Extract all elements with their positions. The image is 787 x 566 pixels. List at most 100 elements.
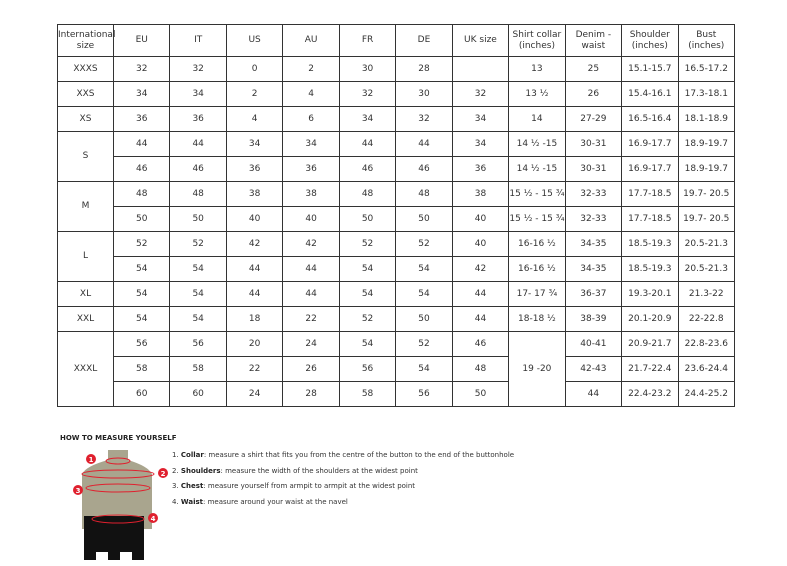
table-cell: 52 [169,231,227,257]
table-cell: 54 [395,356,453,382]
table-cell: 54 [112,281,171,307]
table-cell: 24 [282,331,340,357]
column-header: UK size [451,24,510,57]
table-row: 60 60 24 28 58 56 50 44 22.4-23.2 24.4-25.2 [58,381,736,407]
table-cell: 18.9-19.7 [677,156,736,182]
column-header: US [225,24,284,57]
table-cell: 20.5-21.3 [677,231,736,257]
table-cell: 18.9-19.7 [677,131,736,157]
table-cell: 15.4-16.1 [621,81,679,107]
international-size-cell: XL [57,281,114,307]
international-size-cell: XXXL [57,331,114,407]
svg-text:1: 1 [89,456,94,464]
column-header: AU [282,24,340,57]
table-cell: 18-18 ½ [508,306,566,332]
table-row: 46 46 36 36 46 46 36 14 ½ -15 30-31 16.9-17.7 18.9… [58,156,736,182]
table-row: M 48 48 38 38 48 48 38 15 ½ - 15 ¾ 32-33 17.7-18.5… [57,181,736,232]
table-cell: 30 [395,81,453,107]
column-header: EU [112,24,171,57]
marker-2: 2 [158,468,168,478]
step-collar: 1. Collar: measure a shirt that fits you… [172,451,515,459]
table-cell: 42 [225,231,284,257]
table-cell: 30-31 [564,131,623,157]
table-cell: 46 [169,156,227,182]
marker-4: 4 [148,513,158,523]
table-cell: 42-43 [564,356,623,382]
table-cell: 44 [112,131,171,157]
table-cell: 34 [282,131,340,157]
table-cell: 54 [338,256,397,282]
table-cell [451,56,510,82]
table-cell: 13 ½ [508,81,566,107]
table-cell: 42 [282,231,340,257]
table-row: 54 54 44 44 54 54 42 16-16 ½ 34-35 18.5-19.3 20.5-… [58,256,736,282]
column-header: Denim - waist [564,24,623,57]
table-cell: 40 [282,206,340,232]
table-cell: 16-16 ½ [508,256,566,282]
table-cell: 48 [169,181,227,207]
table-cell: 44 [564,381,623,407]
step-shoulders: 2. Shoulders: measure the width of the s… [172,466,418,475]
table-cell: 46 [395,156,453,182]
table-cell: 50 [451,381,510,407]
table-cell: 50 [395,206,453,232]
table-cell: 16-16 ½ [508,231,566,257]
table-cell: 19.3-20.1 [621,281,679,307]
column-header: International size [57,24,115,57]
table-cell: 52 [338,306,397,332]
torso-illustration: 1 2 3 4 [73,450,168,564]
international-size-cell: M [57,181,114,232]
table-cell: 20 [225,331,284,357]
table-row: XS 36 36 4 6 34 32 34 14 27-29 16.5-16.4 18.1-18.9 [57,106,736,132]
table-cell: 16.9-17.7 [621,131,679,157]
table-cell: 50 [112,206,171,232]
table-cell: 26 [564,81,623,107]
table-cell: 50 [169,206,227,232]
international-size-cell: XS [57,106,114,132]
table-cell: 32-33 [564,206,623,232]
table-cell: 52 [395,231,453,257]
table-cell: 36 [112,106,171,132]
international-size-cell: L [57,231,114,282]
table-cell: 15 ½ - 15 ¾ [508,181,566,207]
table-cell: 20.9-21.7 [621,331,679,357]
table-cell: 14 ½ -15 [508,131,566,157]
table-cell: 34-35 [564,256,623,282]
table-cell: 2 [282,56,340,82]
table-cell: 44 [395,131,453,157]
table-row: 50 50 40 40 50 50 40 15 ½ - 15 ¾ 32-33 17.7-18.5 1… [58,206,736,232]
table-cell: 52 [112,231,171,257]
table-cell: 44 [451,281,510,307]
table-cell: 46 [338,156,397,182]
table-cell: 4 [225,106,284,132]
marker-1: 1 [86,454,96,464]
table-cell: 44 [282,281,340,307]
table-cell: 60 [169,381,227,407]
table-cell: 22-22.8 [677,306,736,332]
table-cell: 36 [169,106,227,132]
table-cell: 40 [225,206,284,232]
table-cell: 18.5-19.3 [621,231,679,257]
table-cell: 52 [395,331,453,357]
table-cell: 34-35 [564,231,623,257]
table-cell: 27-29 [564,106,623,132]
international-size-cell: XXXS [57,56,114,82]
table-cell: 36 [451,156,510,182]
table-cell: 6 [282,106,340,132]
header-row: International size EU IT US AU FR DE UK size Shi… [57,24,736,57]
table-cell: 44 [225,281,284,307]
table-cell: 32 [338,81,397,107]
table-cell: 50 [338,206,397,232]
table-cell: 48 [451,356,510,382]
table-cell: 20.5-21.3 [677,256,736,282]
table-cell: 19.7- 20.5 [677,206,736,232]
table-cell: 38 [282,181,340,207]
table-cell: 48 [338,181,397,207]
table-cell: 54 [169,306,227,332]
table-cell: 54 [169,256,227,282]
size-chart-table: International size EU IT US AU FR DE UK size Shi… [57,24,736,407]
table-cell: 34 [451,106,510,132]
table-cell: 34 [225,131,284,157]
table-cell: 40 [451,206,510,232]
table-cell: 22.4-23.2 [621,381,679,407]
